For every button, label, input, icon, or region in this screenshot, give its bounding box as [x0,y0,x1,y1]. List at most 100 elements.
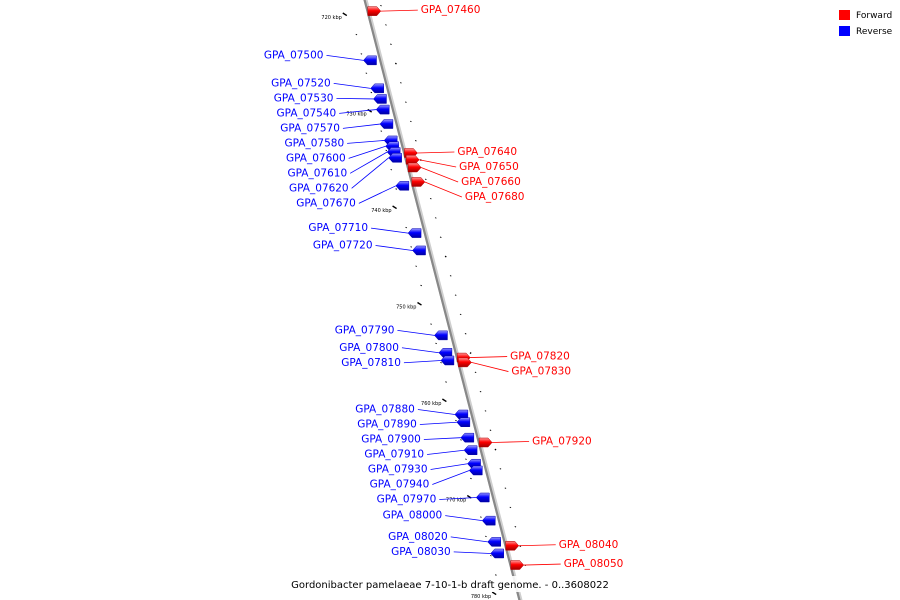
tick-minor [454,294,457,296]
gene-arrow-gpa_07540[interactable] [375,104,390,115]
gene-label-gpa_08020[interactable]: GPA_08020 [388,531,448,543]
gene-arrow-gpa_07620[interactable] [388,153,402,163]
gene-leader-line [342,123,380,129]
gene-label-gpa_07720[interactable]: GPA_07720 [313,239,373,251]
gene-arrow-gpa_07890[interactable] [456,417,471,427]
gene-arrow-gpa_07790[interactable] [434,330,448,341]
gene-label-gpa_08050[interactable]: GPA_08050 [564,558,624,570]
genome-caption: Gordonibacter pamelaeae 7-10-1-b draft g… [291,580,609,591]
gene-arrow-gpa_07810[interactable] [440,355,455,366]
gene-label-gpa_08040[interactable]: GPA_08040 [559,539,619,551]
tick-minor [479,390,482,393]
gene-arrow-gpa_07940[interactable] [468,465,483,476]
gene-leader-line [351,157,389,189]
gene-label-gpa_07600[interactable]: GPA_07600 [286,152,346,164]
gene-label-gpa_07520[interactable]: GPA_07520 [271,77,331,89]
gene-label-gpa_07650[interactable]: GPA_07650 [459,161,519,173]
tick-minor [434,217,437,219]
gene-label-gpa_07940[interactable]: GPA_07940 [370,479,430,491]
tick-minor [474,371,477,374]
tick-minor [449,275,452,277]
gene-leader-line [371,227,409,234]
legend-forward-label: Forward [856,11,892,21]
gene-leader-line [336,97,374,100]
tick-minor [495,574,497,576]
gene-label-gpa_07790[interactable]: GPA_07790 [335,324,395,336]
tick-label: 770 kbp [446,498,466,504]
gene-arrow-gpa_07660[interactable] [407,162,422,173]
tick-major [441,398,447,403]
gene-label-gpa_07910[interactable]: GPA_07910 [364,449,424,461]
gene-arrow-gpa_07920[interactable] [478,437,493,448]
gene-arrow-gpa_07570[interactable] [379,119,394,129]
gene-label-gpa_07890[interactable]: GPA_07890 [357,419,417,431]
gene-label-gpa_08030[interactable]: GPA_08030 [391,546,451,558]
gene-arrow-gpa_07530[interactable] [373,94,387,104]
gene-arrow-gpa_07830[interactable] [458,357,472,368]
gene-label-gpa_07880[interactable]: GPA_07880 [355,404,415,416]
gene-arrow-gpa_08040[interactable] [505,541,520,551]
tick-minor [469,352,472,354]
tick-label: 720 kbp [321,15,341,21]
gene-label-gpa_07900[interactable]: GPA_07900 [361,434,421,446]
tick-minor [424,178,427,181]
gene-label-gpa_07810[interactable]: GPA_07810 [341,357,401,369]
gene-arrow-gpa_07970[interactable] [475,492,490,503]
gene-arrow-gpa_07680[interactable] [411,177,426,187]
gene-label-gpa_07610[interactable]: GPA_07610 [288,167,348,179]
gene-label-gpa_07660[interactable]: GPA_07660 [461,176,521,188]
tick-minor [490,554,492,557]
tick-major [491,591,497,596]
gene-arrow-gpa_07520[interactable] [370,83,384,94]
gene-arrow-gpa_07500[interactable] [363,55,377,66]
gene-label-gpa_07500[interactable]: GPA_07500 [264,49,324,61]
gene-arrow-gpa_07710[interactable] [407,228,422,238]
gene-label-gpa_07580[interactable]: GPA_07580 [285,137,345,149]
gene-label-gpa_07920[interactable]: GPA_07920 [532,435,592,447]
tick-minor [365,72,368,74]
gene-label-gpa_07970[interactable]: GPA_07970 [377,494,437,506]
gene-label-gpa_07820[interactable]: GPA_07820 [510,351,570,363]
gene-label-gpa_07570[interactable]: GPA_07570 [280,122,340,134]
tick-minor [370,91,373,94]
gene-label-gpa_07830[interactable]: GPA_07830 [511,366,571,378]
tick-minor [409,120,412,123]
gene-label-gpa_07680[interactable]: GPA_07680 [465,191,525,203]
gene-arrow-gpa_07910[interactable] [463,445,478,455]
tick-minor [429,197,432,200]
gene-leader-line [333,82,371,89]
legend-reverse-swatch [839,26,850,36]
tick-minor [430,323,432,325]
gene-arrow-gpa_07650[interactable] [405,155,420,165]
gene-label-gpa_07800[interactable]: GPA_07800 [339,342,399,354]
gene-label-gpa_07930[interactable]: GPA_07930 [368,464,428,476]
gene-arrow-gpa_07720[interactable] [412,245,426,256]
gene-arrow-gpa_07670[interactable] [395,181,410,191]
gene-arrow-gpa_08020[interactable] [487,537,501,547]
gene-label-gpa_07460[interactable]: GPA_07460 [421,4,481,16]
gene-label-gpa_07530[interactable]: GPA_07530 [274,92,334,104]
gene-label-gpa_07710[interactable]: GPA_07710 [308,222,368,234]
tick-major [392,205,397,210]
leader-line-layer [326,9,561,566]
tick-minor [514,526,517,528]
gene-arrow-gpa_07460[interactable] [367,6,382,16]
gene-label-gpa_07620[interactable]: GPA_07620 [289,182,349,194]
gene-arrow-gpa_07900[interactable] [460,432,475,443]
gene-label-gpa_07670[interactable]: GPA_07670 [296,197,356,209]
tick-minor [480,516,482,518]
tick-minor [440,361,442,364]
legend-forward-swatch [839,10,850,20]
gene-arrow-gpa_08050[interactable] [510,560,525,570]
tick-minor [460,439,462,441]
tick-minor [499,468,502,470]
gene-arrow-gpa_08000[interactable] [481,515,496,526]
tick-minor [504,487,507,489]
gene-label-gpa_08000[interactable]: GPA_08000 [383,510,443,522]
tick-label: 750 kbp [396,305,416,311]
gene-arrow-gpa_08030[interactable] [490,548,504,559]
gene-label-gpa_07640[interactable]: GPA_07640 [457,146,517,158]
gene-label-gpa_07540[interactable]: GPA_07540 [277,107,337,119]
gene-leader-line [492,441,530,443]
